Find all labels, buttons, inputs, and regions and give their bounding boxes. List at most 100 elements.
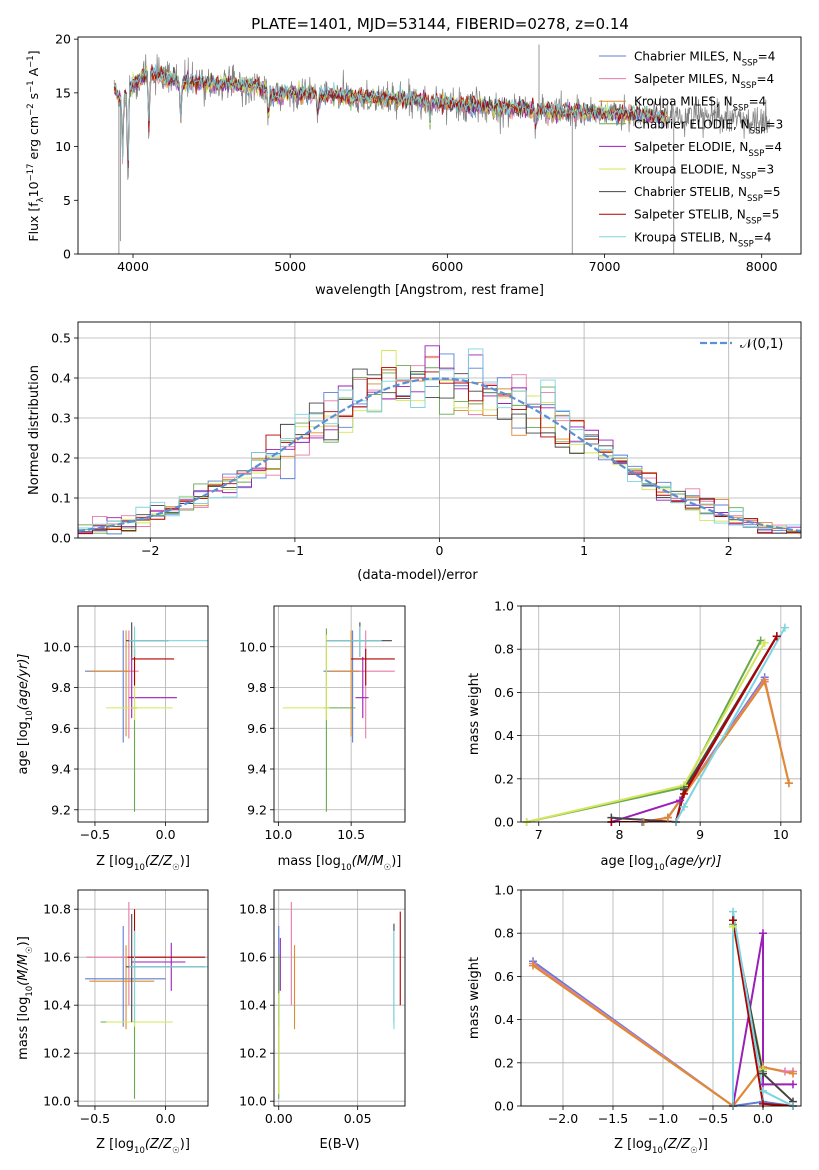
legend-label: Salpeter ELODIE, NSSP=4: [634, 140, 782, 159]
weight-marker: [760, 677, 769, 686]
weight-line: [611, 635, 778, 822]
weight_vs_age-xtick-label: 8: [615, 827, 623, 842]
weight-line: [732, 911, 794, 1106]
residuals-xtick-label: 1: [580, 543, 588, 558]
residuals-xtick-label: −1: [286, 543, 304, 558]
age_vs_Z-ytick-label: 9.4: [51, 762, 71, 777]
weight_vs_Z-xtick-label: 0.0: [753, 1111, 773, 1126]
spectrum-ytick-label: 5: [63, 193, 71, 208]
residuals-ytick-label: 0.1: [51, 491, 71, 506]
weight_vs_age-ytick-label: 0.8: [494, 642, 514, 657]
weight-marker: [729, 907, 737, 916]
weight-line: [675, 627, 786, 822]
weight_vs_Z-ytick-label: 0.8: [494, 926, 514, 941]
age_vs_mass-ytick-label: 9.4: [247, 762, 267, 777]
spectrum-xtick-label: 4000: [117, 259, 149, 274]
mass_vs_ebv-axes: 0.00 0.05 10.0 10.2 10.4 10.6 10.8 E(B-V): [239, 889, 406, 1152]
legend-label: Kroupa ELODIE, NSSP=3: [634, 163, 774, 182]
weight-marker: [772, 632, 781, 641]
age_vs_Z-xlabel: Z [log10(Z/Z☉)]: [96, 854, 190, 873]
weight_vs_Z-xlabel: Z [log10(Z/Z☉)]: [614, 1137, 708, 1156]
weight_vs_age-xtick-label: 7: [535, 827, 543, 842]
weight_vs_Z-ylabel: mass weight: [467, 957, 482, 1039]
weight_vs_Z-axes: −2.0 −1.5 −1.0 −0.5 0.0 0.0 0.2 0.4 0.6 0.8 1.0 Z […: [467, 883, 802, 1156]
normal-curve: [78, 377, 801, 533]
residuals-xlabel: (data-model)/error: [357, 568, 478, 583]
age_vs_mass-ytick-label: 10.0: [239, 639, 267, 654]
age_vs_mass-xlabel: mass [log10(M/M☉)]: [278, 854, 402, 873]
residuals-plot-area: [78, 322, 801, 538]
weight_vs_Z-xtick-label: −1.0: [648, 1111, 678, 1126]
spectrum-xtick-label: 7000: [589, 259, 621, 274]
mass_vs_Z-xlabel: Z [log10(Z/Z☉)]: [96, 1137, 190, 1156]
residuals-ylabel: Normed distribution: [27, 365, 42, 495]
weight_vs_Z-ytick-label: 0.0: [494, 1099, 514, 1114]
spectrum-ytick-label: 20: [55, 32, 71, 47]
weight_vs_Z-frame: [520, 889, 802, 1107]
weight-marker: [529, 961, 537, 970]
weight-line: [643, 679, 790, 822]
mass_vs_Z-xtick-label: 0.0: [156, 1111, 176, 1126]
spectrum-plot-area: [113, 44, 770, 254]
weight-marker: [760, 638, 769, 647]
spectrum-xtick-label: 5000: [274, 259, 306, 274]
weight-marker: [789, 1080, 797, 1089]
legend-label: 𝒩(0,1): [740, 337, 783, 352]
weight_vs_age-ytick-label: 0.2: [494, 771, 514, 786]
spectrum-frame: [77, 36, 802, 255]
weight_vs_age-xtick-label: 9: [696, 827, 704, 842]
weight_vs_age-plot-area: [521, 606, 801, 822]
age_vs_mass-plot-area: [274, 606, 405, 822]
mass_vs_Z-ytick-label: 10.4: [43, 998, 71, 1013]
weight_vs_Z-xtick-label: −2.0: [548, 1111, 578, 1126]
age_vs_mass-ytick-label: 9.2: [247, 802, 267, 817]
spectrum-ytick-label: 0: [63, 247, 71, 262]
mass_vs_Z-plot-area: [78, 890, 208, 1106]
age_vs_mass-xtick-label: 10.0: [264, 827, 292, 842]
legend-label: Salpeter MILES, NSSP=4: [634, 72, 774, 91]
weight_vs_Z-xtick-label: −0.5: [698, 1111, 728, 1126]
mass_vs_ebv-plot-area: [274, 890, 405, 1106]
legend-label: Chabrier ELODIE, NSSP=3: [634, 117, 783, 136]
residuals-xtick-label: 0: [436, 543, 444, 558]
mass_vs_Z-ylabel: mass [log10(M/M☉)]: [16, 936, 35, 1060]
residuals-ytick-label: 0.5: [51, 331, 71, 346]
weight_vs_age-ytick-label: 0.6: [494, 685, 514, 700]
spectrum-ylabel: Flux [fλ10−17 erg cm−2 s−1 A−1]: [26, 50, 46, 241]
mass_vs_Z-xtick-label: −0.5: [80, 1111, 110, 1126]
weight-marker: [789, 1069, 797, 1078]
age_vs_Z-xtick-label: −0.5: [80, 827, 110, 842]
spectrum-xtick-label: 8000: [746, 259, 778, 274]
weight_vs_age-ytick-label: 0.0: [494, 815, 514, 830]
age_vs_Z-axes: −0.5 0.0 9.2 9.4 9.6 9.8 10.0 Z [log10(Z/Z☉)] ag…: [16, 605, 209, 873]
spectrum-xtick-label: 6000: [431, 259, 463, 274]
mass_vs_ebv-frame: [273, 889, 406, 1107]
weight-marker: [781, 1067, 789, 1076]
weight-marker: [780, 623, 789, 632]
age_vs_Z-ytick-label: 10.0: [43, 639, 71, 654]
legend-label: Chabrier STELIB, NSSP=5: [634, 185, 781, 204]
spectrum-ytick-label: 10: [55, 139, 71, 154]
residuals-xtick-label: −2: [141, 543, 159, 558]
mass_vs_ebv-xlabel: E(B-V): [319, 1137, 359, 1152]
mass_vs_ebv-ytick-label: 10.0: [239, 1094, 267, 1109]
mass_vs_ebv-ytick-label: 10.2: [239, 1046, 267, 1061]
residuals-xtick-label: 2: [725, 543, 733, 558]
age_vs_Z-xtick-label: 0.0: [156, 827, 176, 842]
weight_vs_Z-ytick-label: 0.6: [494, 969, 514, 984]
mass_vs_Z-ytick-label: 10.2: [43, 1046, 71, 1061]
weight_vs_age-frame: [520, 605, 802, 823]
age_vs_Z-ytick-label: 9.6: [51, 721, 71, 736]
residuals-ytick-label: 0.2: [51, 451, 71, 466]
residuals-axes: −2 −1 0 1 2 0.0 0.1 0.2 0.3 0.4 0.5 (data-model)/er…: [27, 321, 802, 583]
weight-marker: [679, 802, 688, 811]
age_vs_Z-frame: [77, 605, 209, 823]
weight-marker: [675, 796, 684, 805]
weight_vs_age-xtick-label: 10: [773, 827, 789, 842]
age_vs_Z-ytick-label: 9.2: [51, 802, 71, 817]
weight-marker: [759, 929, 767, 938]
weight-line: [732, 933, 793, 1106]
age_vs_mass-ytick-label: 9.8: [247, 680, 267, 695]
weight-marker: [729, 916, 737, 925]
